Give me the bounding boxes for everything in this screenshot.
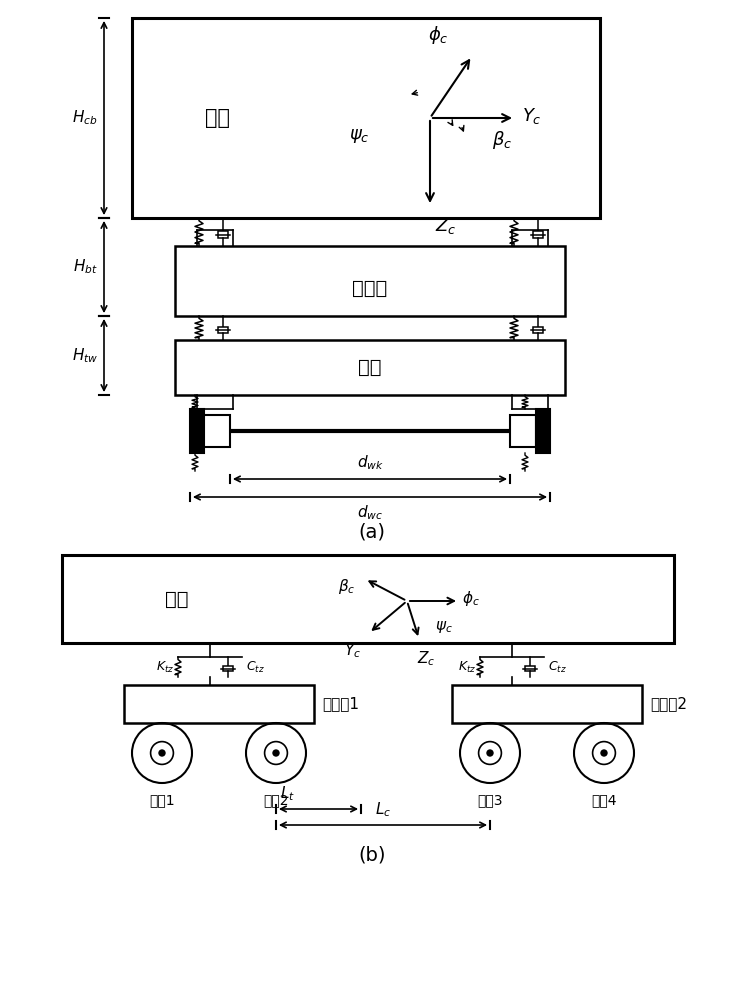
Text: 车体: 车体 (205, 108, 229, 128)
Bar (124, 685, 314, 723)
Bar (190, 409, 204, 453)
Text: $Z_c$: $Z_c$ (435, 216, 457, 236)
Bar (218, 327, 228, 333)
Text: 轮对2: 轮对2 (263, 793, 289, 807)
Text: $L_t$: $L_t$ (280, 784, 295, 803)
Text: $Y_c$: $Y_c$ (522, 106, 542, 126)
Circle shape (487, 750, 493, 756)
Text: (a): (a) (359, 522, 385, 542)
Text: $\beta_c$: $\beta_c$ (338, 578, 355, 596)
Text: $\psi_c$: $\psi_c$ (435, 619, 453, 635)
Text: $d_{wk}$: $d_{wk}$ (356, 453, 383, 472)
Bar (218, 231, 228, 238)
Text: 转向枰2: 转向枰2 (650, 696, 687, 712)
Circle shape (273, 750, 279, 756)
Text: $H_{cb}$: $H_{cb}$ (72, 109, 98, 127)
Bar (533, 327, 543, 333)
Text: $\psi_c$: $\psi_c$ (350, 127, 370, 145)
Bar (533, 231, 543, 238)
Text: $L_c$: $L_c$ (375, 800, 391, 819)
Bar (132, 18, 600, 218)
Text: $\beta_c$: $\beta_c$ (492, 129, 513, 151)
Bar (510, 415, 536, 447)
Bar (175, 246, 565, 316)
Text: 转向枰1: 转向枰1 (322, 696, 359, 712)
Text: 轮对: 轮对 (359, 358, 382, 377)
Text: $K_{tz}$: $K_{tz}$ (458, 659, 476, 675)
Text: $\phi_c$: $\phi_c$ (462, 589, 480, 608)
Bar (175, 340, 565, 395)
Bar (536, 409, 550, 453)
Bar (204, 415, 230, 447)
Bar (525, 666, 535, 671)
Text: 车体: 车体 (165, 589, 189, 608)
Text: $Z_c$: $Z_c$ (417, 649, 435, 668)
Bar (452, 685, 642, 723)
Text: $Y_c$: $Y_c$ (344, 641, 361, 660)
Circle shape (159, 750, 165, 756)
Text: $C_{tz}$: $C_{tz}$ (548, 659, 567, 675)
Text: 轮对1: 轮对1 (150, 793, 175, 807)
Text: $C_{tz}$: $C_{tz}$ (246, 659, 265, 675)
Text: $d_{wc}$: $d_{wc}$ (357, 503, 383, 522)
Text: $K_{tz}$: $K_{tz}$ (155, 659, 174, 675)
Text: $H_{tw}$: $H_{tw}$ (71, 346, 98, 365)
Text: (b): (b) (359, 846, 385, 864)
Bar (62, 555, 674, 643)
Text: $H_{bt}$: $H_{bt}$ (73, 258, 98, 276)
Text: 转向枰: 转向枰 (353, 278, 388, 298)
Text: 轮对3: 轮对3 (477, 793, 503, 807)
Text: 轮对4: 轮对4 (591, 793, 617, 807)
Circle shape (601, 750, 607, 756)
Bar (223, 666, 233, 671)
Text: $\phi_c$: $\phi_c$ (428, 24, 449, 46)
